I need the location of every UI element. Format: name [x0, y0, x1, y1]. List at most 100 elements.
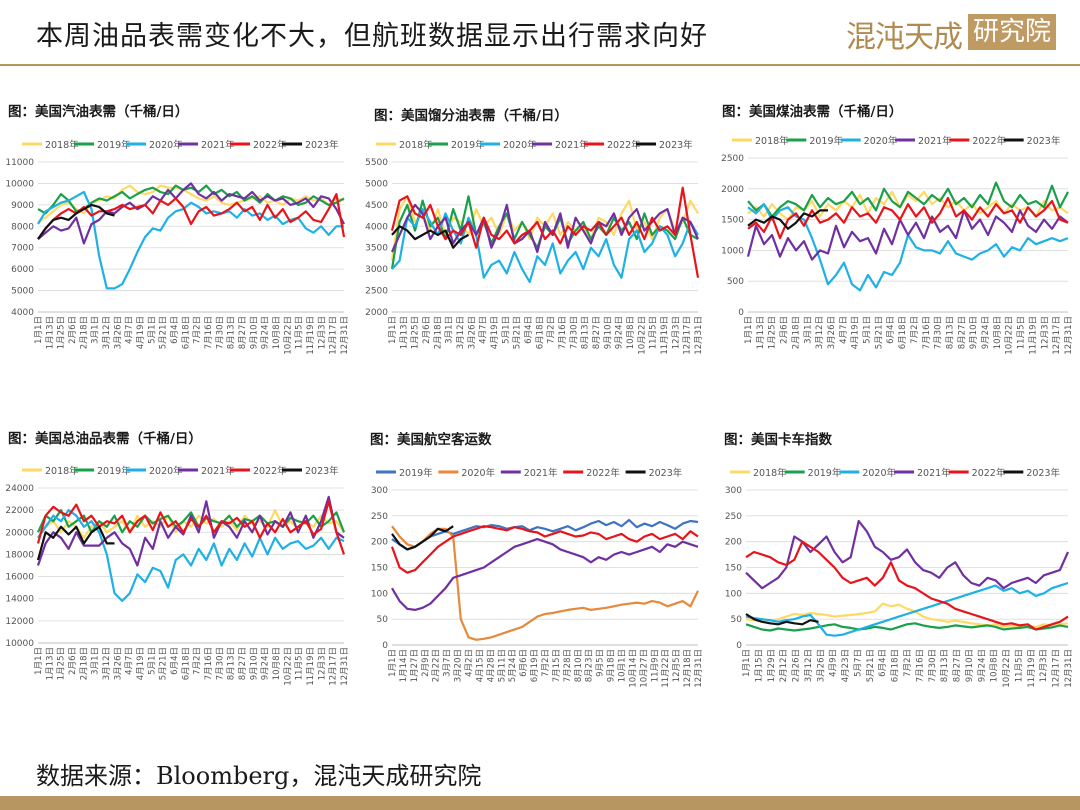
x-tick-label: 7月16日: [915, 649, 925, 682]
y-tick-label: 150: [725, 564, 742, 574]
x-tick-label: 12月3日: [317, 647, 327, 680]
y-tick-label: 7000: [11, 244, 34, 254]
x-tick-label: 8月23日: [585, 649, 595, 682]
y-tick-label: 12000: [5, 617, 34, 627]
x-tick-label: 3月12日: [815, 316, 825, 349]
legend-label: 2018年: [45, 139, 79, 151]
x-tick-label: 11月19日: [660, 316, 670, 355]
x-tick-label: 12月5日: [672, 649, 682, 682]
y-tick-label: 2000: [721, 185, 744, 195]
x-tick-label: 4月23日: [841, 649, 851, 682]
x-tick-label: 7月30日: [934, 316, 944, 349]
x-tick-label: 4月15日: [475, 649, 485, 682]
x-tick-label: 1月1日: [34, 316, 44, 344]
x-tick-label: 4月9日: [829, 649, 839, 677]
x-tick-label: 1月29日: [767, 649, 777, 682]
legend-label: 2020年: [503, 139, 537, 151]
x-tick-label: 5月21日: [866, 649, 876, 682]
x-tick-label: 5月21日: [874, 316, 884, 349]
chart-title-total: 图：美国总油品表需（千桶/日）: [8, 431, 202, 447]
x-tick-label: 10月22日: [1005, 316, 1015, 355]
x-tick-label: 11月5日: [295, 316, 305, 349]
x-tick-label: 6月18日: [181, 647, 191, 680]
y-tick-label: 0: [738, 308, 744, 318]
x-tick-label: 7月16日: [922, 316, 932, 349]
x-tick-label: 4月28日: [486, 649, 496, 682]
x-tick-label: 4月19日: [490, 316, 500, 349]
x-tick-label: 10月8日: [993, 316, 1003, 349]
x-tick-label: 1月13日: [756, 316, 766, 349]
x-tick-label: 4月19日: [136, 647, 146, 680]
legend-label: 2021年: [918, 135, 952, 147]
y-tick-label: 24000: [5, 484, 34, 494]
x-tick-label: 10月1日: [618, 649, 628, 682]
x-tick-label: 10月22日: [283, 316, 293, 355]
x-tick-label: 7月16日: [558, 316, 568, 349]
series-line-2021年: [391, 537, 699, 611]
x-tick-label: 4月19日: [851, 316, 861, 349]
x-tick-label: 3月26日: [113, 316, 123, 349]
x-tick-label: 11月22日: [661, 649, 671, 688]
x-tick-label: 7月16日: [204, 647, 214, 680]
y-tick-label: 14000: [5, 595, 34, 605]
y-tick-label: 300: [371, 486, 388, 496]
chart-gasoline: 2018年 2019年 2020年 2021年 2022年 2023年 4000 5000 60…: [5, 139, 350, 355]
x-tick-label: 12月3日: [1039, 649, 1049, 682]
y-tick-label: 4000: [365, 222, 388, 232]
x-tick-label: 7月2日: [193, 316, 203, 344]
y-tick-label: 5000: [11, 287, 34, 297]
legend-label: 2018年: [399, 139, 433, 151]
y-tick-label: 11000: [5, 158, 34, 168]
series-line-2019年: [391, 518, 699, 551]
legend-label: 2023年: [1027, 135, 1061, 147]
series-line-2021年: [36, 495, 345, 567]
x-tick-label: 7月2日: [547, 316, 557, 344]
series-line-2018年: [37, 508, 345, 539]
x-tick-label: 12月31日: [1064, 316, 1074, 355]
chart-total: 2018年 2019年 2020年 2021年 2022年 2023年 10000 12000…: [5, 465, 350, 686]
x-tick-label: 4月19日: [136, 316, 146, 349]
x-tick-label: 7月15日: [552, 649, 562, 682]
x-tick-label: 12月31日: [340, 647, 350, 686]
y-tick-label: 2500: [365, 287, 388, 297]
x-tick-label: 3月12日: [102, 647, 112, 680]
y-tick-label: 4500: [365, 201, 388, 211]
x-tick-label: 1月1日: [388, 649, 398, 677]
x-tick-label: 5月21日: [159, 316, 169, 349]
x-tick-label: 6月6日: [519, 649, 529, 677]
y-tick-label: 50: [731, 615, 743, 625]
series-line-2021年: [37, 182, 345, 245]
x-tick-label: 11月19日: [1027, 649, 1037, 688]
series-line-2020年: [37, 190, 344, 290]
legend-label: 2021年: [917, 467, 951, 479]
y-tick-label: 100: [371, 589, 388, 599]
y-tick-label: 5500: [365, 158, 388, 168]
legend-label: 2019年: [97, 139, 131, 151]
x-tick-label: 11月19日: [1028, 316, 1038, 355]
x-tick-label: 7月16日: [204, 316, 214, 349]
y-tick-label: 6000: [11, 265, 34, 275]
series-line-2020年: [745, 581, 1069, 637]
legend-label: 2019年: [451, 139, 485, 151]
x-tick-label: 2月6日: [422, 316, 432, 344]
x-tick-label: 6月4日: [878, 649, 888, 677]
x-tick-label: 3月26日: [827, 316, 837, 349]
x-tick-label: 12月18日: [683, 649, 693, 688]
x-tick-label: 1月14日: [399, 649, 409, 682]
series-line-2022年: [390, 525, 699, 574]
x-tick-label: 1月1日: [742, 649, 752, 677]
x-tick-label: 11月5日: [1014, 649, 1024, 682]
y-tick-label: 150: [371, 564, 388, 574]
y-tick-label: 4000: [11, 308, 34, 318]
page-title: 本周油品表需变化不大，但航班数据显示出行需求向好: [36, 21, 708, 52]
y-tick-label: 9000: [11, 201, 34, 211]
y-tick-label: 250: [371, 512, 388, 522]
x-tick-label: 9月5日: [596, 649, 606, 677]
legend-label: 2023年: [305, 465, 339, 477]
x-tick-label: 5月21日: [513, 316, 523, 349]
series-line-2023年: [745, 613, 819, 626]
x-tick-label: 2月18日: [433, 316, 443, 349]
x-tick-label: 8月13日: [227, 316, 237, 349]
x-tick-label: 1月27日: [410, 649, 420, 682]
x-tick-label: 6月4日: [170, 647, 180, 675]
